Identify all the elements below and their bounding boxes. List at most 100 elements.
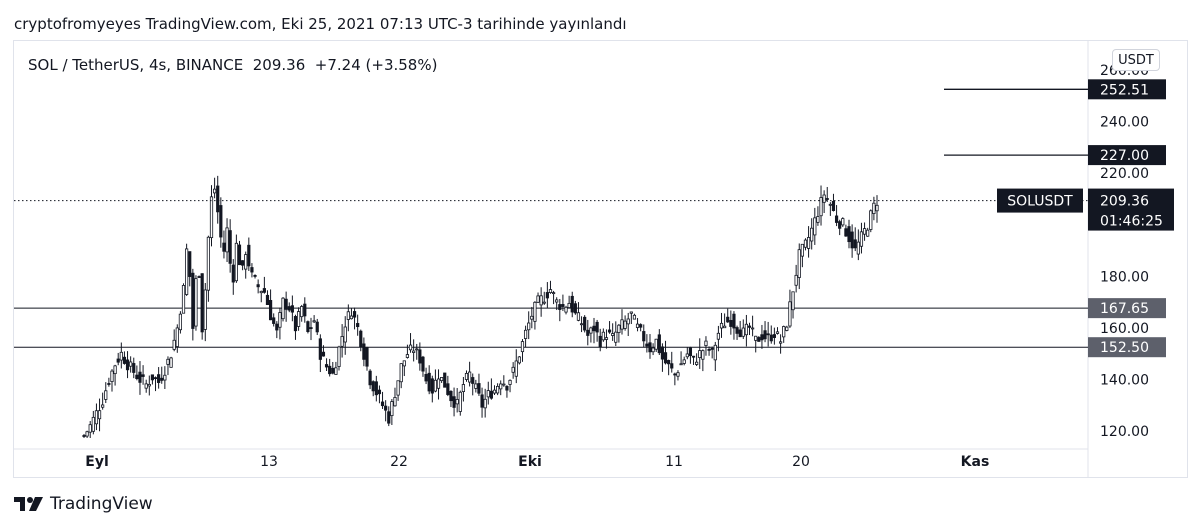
candle-body (670, 363, 674, 369)
candle-body (502, 383, 506, 386)
candle-body (290, 305, 294, 313)
currency-button[interactable]: USDT (1112, 49, 1160, 71)
candle-body (380, 401, 385, 407)
candle-body (754, 335, 758, 341)
candle-body (101, 404, 105, 408)
candle-body (620, 319, 624, 330)
candle-body (492, 389, 497, 394)
candle-body (763, 330, 767, 340)
candle-body (645, 343, 649, 347)
candle-body (651, 347, 655, 353)
candle-body (676, 372, 680, 377)
candle-body (399, 363, 403, 383)
candle-body (514, 360, 518, 377)
candle-body (685, 353, 689, 358)
candle-body (729, 320, 733, 327)
candle-body (116, 358, 120, 363)
candle-body (415, 348, 419, 351)
candle-body (141, 374, 145, 377)
candle-body (157, 374, 161, 383)
candle-body (682, 359, 686, 364)
candle-body (365, 347, 369, 367)
candle-body (679, 363, 683, 366)
candle-body (275, 323, 279, 331)
candle-body (150, 374, 155, 381)
candle-body (561, 304, 565, 307)
candle-body (452, 396, 456, 408)
candle-body (113, 365, 117, 375)
candle-body (486, 390, 490, 398)
candle-body (97, 410, 102, 420)
candle-body (794, 274, 798, 286)
y-tick-label: 240.00 (1100, 115, 1149, 131)
candle-body (166, 358, 170, 365)
candle-body (343, 326, 347, 343)
candle-body (284, 298, 288, 310)
candle-body (147, 383, 151, 387)
candle-body (471, 377, 475, 384)
candle-body (390, 401, 394, 417)
candle-body (713, 344, 717, 361)
candle-body (110, 370, 114, 383)
candle-body (296, 311, 301, 327)
candle-body (760, 334, 764, 341)
candle-body (237, 244, 242, 266)
candle-body (775, 331, 780, 334)
candle-body (88, 424, 92, 433)
target-label-box (1088, 79, 1166, 100)
candle-body (632, 314, 637, 320)
candle-body (726, 316, 730, 323)
candle-body (172, 339, 176, 350)
candle-body (219, 205, 223, 238)
candle-body (772, 334, 776, 338)
candle-body (579, 323, 584, 326)
last-price-box (1088, 188, 1174, 231)
candle-body (595, 321, 599, 333)
candle-body (629, 311, 633, 314)
candle-body (601, 331, 605, 341)
candle-body (163, 374, 167, 381)
candle-body (458, 391, 462, 412)
candle-body (511, 366, 515, 373)
candle-body (747, 325, 752, 328)
level-label-box (1088, 298, 1166, 319)
tradingview-logo[interactable]: TradingView (14, 494, 153, 514)
candle-body (570, 295, 574, 313)
candle-body (94, 410, 99, 425)
candle-body (421, 356, 425, 372)
level-label: 152.50 (1100, 340, 1149, 356)
candle-body (185, 248, 189, 295)
candle-body (82, 435, 86, 437)
candle-body (480, 394, 484, 408)
candle-body (778, 341, 783, 344)
candle-body (856, 241, 860, 255)
candle-body (216, 185, 220, 213)
candle-body (424, 373, 428, 382)
candle-body (309, 327, 313, 329)
candle-body (209, 196, 214, 239)
candle-body (225, 227, 229, 253)
candle-body (433, 379, 438, 392)
candle-body (107, 383, 111, 385)
candle-body (418, 349, 422, 364)
publish-info: cryptofromyeyes TradingView.com, Eki 25,… (14, 15, 627, 33)
candle-body (278, 312, 282, 328)
candle-body (834, 215, 839, 223)
candle-body (704, 340, 708, 347)
candle-body (611, 333, 615, 336)
candle-body (701, 350, 705, 360)
candle-body (530, 315, 534, 320)
candle-body (306, 321, 310, 332)
candle-body (586, 329, 590, 336)
candle-body (474, 383, 478, 389)
candle-body (464, 372, 469, 380)
candle-body (178, 313, 183, 331)
x-tick-label: Kas (961, 454, 990, 470)
candle-body (374, 381, 378, 396)
candle-body (527, 322, 531, 331)
candle-body (359, 330, 363, 348)
candle-body (371, 381, 375, 392)
candle-body (125, 359, 130, 371)
candle-body (352, 311, 357, 318)
